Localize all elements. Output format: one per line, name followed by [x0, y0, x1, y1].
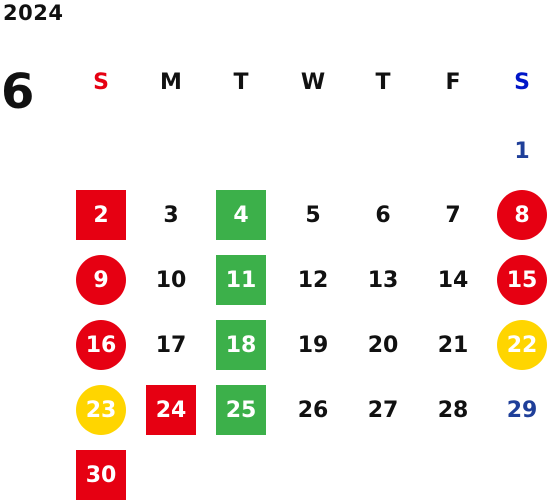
day-cell[interactable]: 28 — [437, 397, 469, 423]
day-cell[interactable]: 27 — [367, 397, 399, 423]
weekday-friday: F — [445, 69, 461, 95]
day-cell[interactable]: 14 — [437, 267, 469, 293]
day-cell[interactable]: 3 — [163, 202, 179, 228]
day-cell[interactable]: 10 — [155, 267, 187, 293]
weekday-monday: M — [160, 69, 182, 95]
day-cell[interactable]: 11 — [216, 255, 266, 305]
day-cell[interactable]: 19 — [297, 332, 329, 358]
year-label: 2024 — [3, 1, 64, 25]
day-cell[interactable]: 16 — [76, 320, 126, 370]
day-cell[interactable]: 12 — [297, 267, 329, 293]
day-cell[interactable]: 22 — [497, 320, 547, 370]
weekday-saturday: S — [514, 69, 530, 95]
day-cell[interactable]: 4 — [216, 190, 266, 240]
weekday-thursday: T — [375, 69, 391, 95]
day-cell[interactable]: 1 — [514, 138, 530, 164]
day-cell[interactable]: 7 — [445, 202, 461, 228]
day-cell[interactable]: 24 — [146, 385, 196, 435]
day-cell[interactable]: 8 — [497, 190, 547, 240]
day-cell[interactable]: 29 — [506, 397, 538, 423]
day-cell[interactable]: 2 — [76, 190, 126, 240]
day-cell[interactable]: 20 — [367, 332, 399, 358]
day-cell[interactable]: 21 — [437, 332, 469, 358]
day-cell[interactable]: 17 — [155, 332, 187, 358]
day-cell[interactable]: 15 — [497, 255, 547, 305]
day-cell[interactable]: 13 — [367, 267, 399, 293]
weekday-wednesday: W — [300, 69, 326, 95]
day-cell[interactable]: 18 — [216, 320, 266, 370]
day-cell[interactable]: 30 — [76, 450, 126, 500]
day-cell[interactable]: 23 — [76, 385, 126, 435]
day-cell[interactable]: 6 — [375, 202, 391, 228]
weekday-tuesday: T — [233, 69, 249, 95]
day-cell[interactable]: 25 — [216, 385, 266, 435]
day-cell[interactable]: 5 — [305, 202, 321, 228]
day-cell[interactable]: 9 — [76, 255, 126, 305]
month-number: 6 — [1, 64, 35, 120]
day-cell[interactable]: 26 — [297, 397, 329, 423]
weekday-sunday: S — [93, 69, 109, 95]
